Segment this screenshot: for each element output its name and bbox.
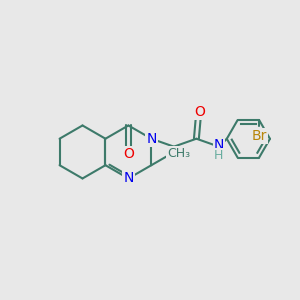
Text: N: N — [214, 138, 224, 152]
Text: Br: Br — [251, 129, 267, 143]
Text: N: N — [123, 172, 134, 185]
Text: H: H — [214, 149, 224, 162]
Text: O: O — [194, 105, 205, 119]
Text: O: O — [123, 147, 134, 161]
Text: N: N — [146, 132, 157, 146]
Text: CH₃: CH₃ — [167, 148, 190, 160]
